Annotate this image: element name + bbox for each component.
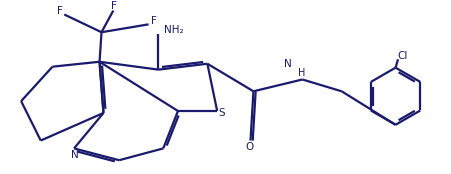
Text: NH₂: NH₂ — [164, 25, 184, 35]
Text: S: S — [218, 108, 225, 118]
Text: O: O — [245, 142, 253, 152]
Text: N: N — [283, 59, 291, 69]
Text: Cl: Cl — [397, 51, 407, 61]
Text: N: N — [71, 150, 79, 160]
Text: F: F — [150, 16, 156, 26]
Text: F: F — [111, 1, 117, 11]
Text: F: F — [57, 6, 63, 15]
Text: H: H — [297, 68, 304, 78]
